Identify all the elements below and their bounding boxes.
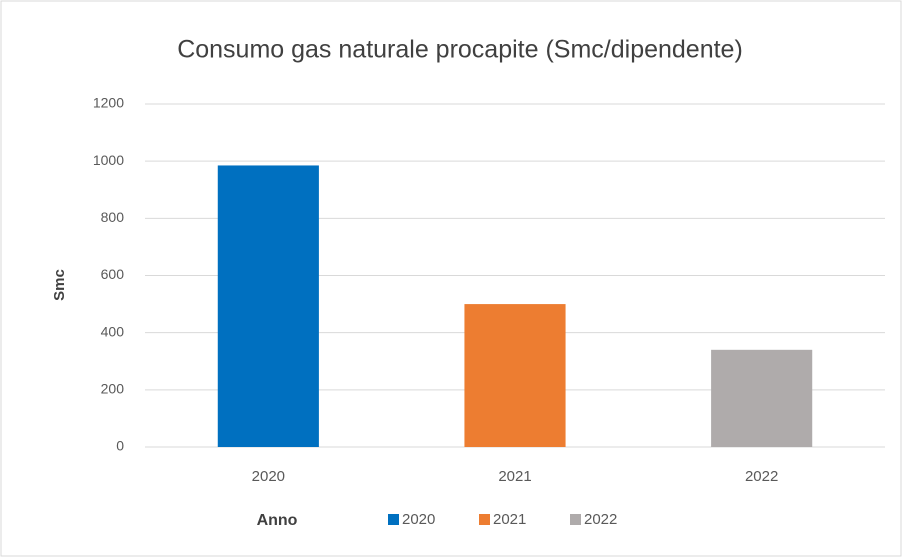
legend-swatch bbox=[479, 514, 490, 525]
y-tick-label: 200 bbox=[101, 381, 125, 397]
legend-label: 2022 bbox=[584, 511, 617, 528]
bar bbox=[464, 304, 566, 447]
chart-title: Consumo gas naturale procapite (Smc/dipe… bbox=[177, 36, 743, 64]
y-tick-label: 800 bbox=[101, 209, 125, 225]
legend-label: 2020 bbox=[402, 511, 435, 528]
y-tick-label: 400 bbox=[101, 323, 125, 339]
bar bbox=[217, 165, 319, 447]
legend-swatch bbox=[388, 514, 399, 525]
y-axis-label: Smc bbox=[51, 269, 68, 301]
y-tick-label: 0 bbox=[116, 438, 124, 454]
bar bbox=[711, 349, 813, 447]
y-tick-label: 1200 bbox=[93, 95, 124, 111]
x-tick-label: 2020 bbox=[252, 468, 285, 485]
x-axis-label: Anno bbox=[257, 512, 298, 529]
x-tick-label: 2021 bbox=[498, 468, 531, 485]
legend-swatch bbox=[570, 514, 581, 525]
y-tick-label: 1000 bbox=[93, 152, 124, 168]
legend-label: 2021 bbox=[493, 511, 526, 528]
y-tick-label: 600 bbox=[101, 266, 125, 282]
x-tick-label: 2022 bbox=[745, 468, 778, 485]
